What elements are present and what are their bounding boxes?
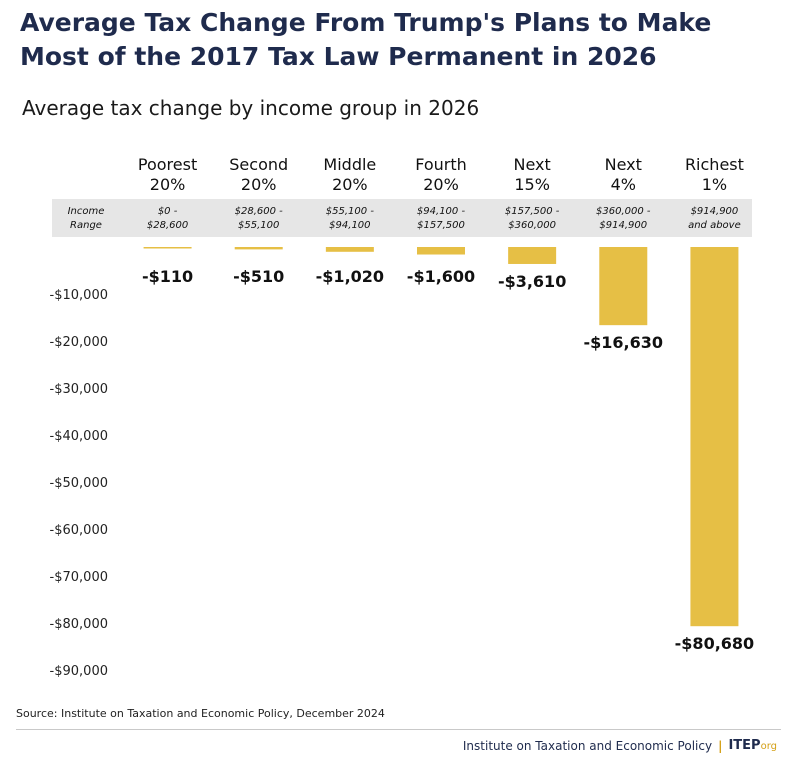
income-range-6-line2: $914,900 bbox=[599, 220, 647, 231]
category-label-5-line1: Next bbox=[514, 155, 551, 174]
bar-5 bbox=[508, 247, 557, 264]
bar-6 bbox=[599, 247, 648, 326]
income-range-5-line2: $360,000 bbox=[508, 220, 556, 231]
data-label-6: -$16,630 bbox=[584, 333, 664, 352]
y-tick-label-5: -$50,000 bbox=[50, 476, 108, 491]
bar-1 bbox=[143, 247, 192, 249]
category-label-4-line2: 20% bbox=[423, 175, 459, 194]
income-range-5-line1: $157,500 - bbox=[505, 206, 560, 217]
category-label-6-line1: Next bbox=[605, 155, 642, 174]
category-label-3-line1: Middle bbox=[323, 155, 376, 174]
y-tick-label-3: -$30,000 bbox=[50, 382, 108, 397]
category-label-6-line2: 4% bbox=[611, 175, 636, 194]
data-label-3: -$1,020 bbox=[316, 267, 384, 286]
category-label-3-line2: 20% bbox=[332, 175, 368, 194]
category-label-5-line2: 15% bbox=[514, 175, 550, 194]
chart-title: Average Tax Change From Trump's Plans to… bbox=[20, 8, 712, 71]
category-label-7-line2: 1% bbox=[702, 175, 727, 194]
category-label-1-line1: Poorest bbox=[138, 155, 197, 174]
income-range-1-line1: $0 - bbox=[158, 206, 178, 217]
data-label-7: -$80,680 bbox=[675, 634, 755, 653]
footer-org-name: Institute on Taxation and Economic Polic… bbox=[462, 738, 713, 753]
y-tick-label-9: -$90,000 bbox=[50, 664, 108, 679]
y-tick-label-4: -$40,000 bbox=[50, 429, 108, 444]
source-note: Source: Institute on Taxation and Econom… bbox=[16, 707, 385, 720]
income-range-4-line1: $94,100 - bbox=[417, 206, 466, 217]
logo-suffix-text: org bbox=[760, 741, 777, 752]
data-label-1: -$110 bbox=[142, 267, 193, 286]
income-range-7-line1: $914,900 bbox=[691, 206, 739, 217]
y-tick-label-2: -$20,000 bbox=[50, 335, 108, 350]
income-range-7-line2: and above bbox=[688, 220, 741, 231]
income-range-1-line2: $28,600 bbox=[147, 220, 188, 231]
income-range-3-line2: $94,100 bbox=[329, 220, 370, 231]
income-range-2-line1: $28,600 - bbox=[235, 206, 284, 217]
y-tick-label-8: -$80,000 bbox=[50, 617, 108, 632]
income-range-3-line1: $55,100 - bbox=[326, 206, 375, 217]
y-tick-label-6: -$60,000 bbox=[50, 523, 108, 538]
income-range-4-line2: $157,500 bbox=[417, 220, 465, 231]
income-range-label-line2: Range bbox=[70, 220, 102, 231]
data-label-5: -$3,610 bbox=[498, 272, 566, 291]
data-label-2: -$510 bbox=[233, 267, 284, 286]
footer-divider bbox=[16, 729, 781, 730]
footer: Institute on Taxation and Economic Polic… bbox=[463, 738, 777, 753]
income-range-2-line2: $55,100 bbox=[238, 220, 279, 231]
category-label-1-line2: 20% bbox=[150, 175, 186, 194]
category-label-4-line1: Fourth bbox=[415, 155, 467, 174]
y-tick-label-7: -$70,000 bbox=[50, 570, 108, 585]
income-range-6-line1: $360,000 - bbox=[596, 206, 651, 217]
category-label-2-line1: Second bbox=[229, 155, 288, 174]
itep-logo: ITEPorg bbox=[728, 738, 777, 753]
bar-7 bbox=[690, 247, 739, 627]
bar-2 bbox=[234, 247, 283, 250]
category-label-2-line2: 20% bbox=[241, 175, 277, 194]
data-label-4: -$1,600 bbox=[407, 267, 475, 286]
bar-4 bbox=[417, 247, 465, 255]
income-range-label-line1: Income bbox=[68, 206, 105, 217]
y-tick-label-1: -$10,000 bbox=[50, 288, 108, 303]
category-label-7-line1: Richest bbox=[685, 155, 744, 174]
bar-3 bbox=[325, 247, 374, 252]
footer-separator: | bbox=[718, 738, 723, 753]
logo-main-text: ITEP bbox=[728, 738, 761, 753]
income-range-band bbox=[52, 199, 752, 237]
chart-subtitle: Average tax change by income group in 20… bbox=[22, 96, 480, 120]
